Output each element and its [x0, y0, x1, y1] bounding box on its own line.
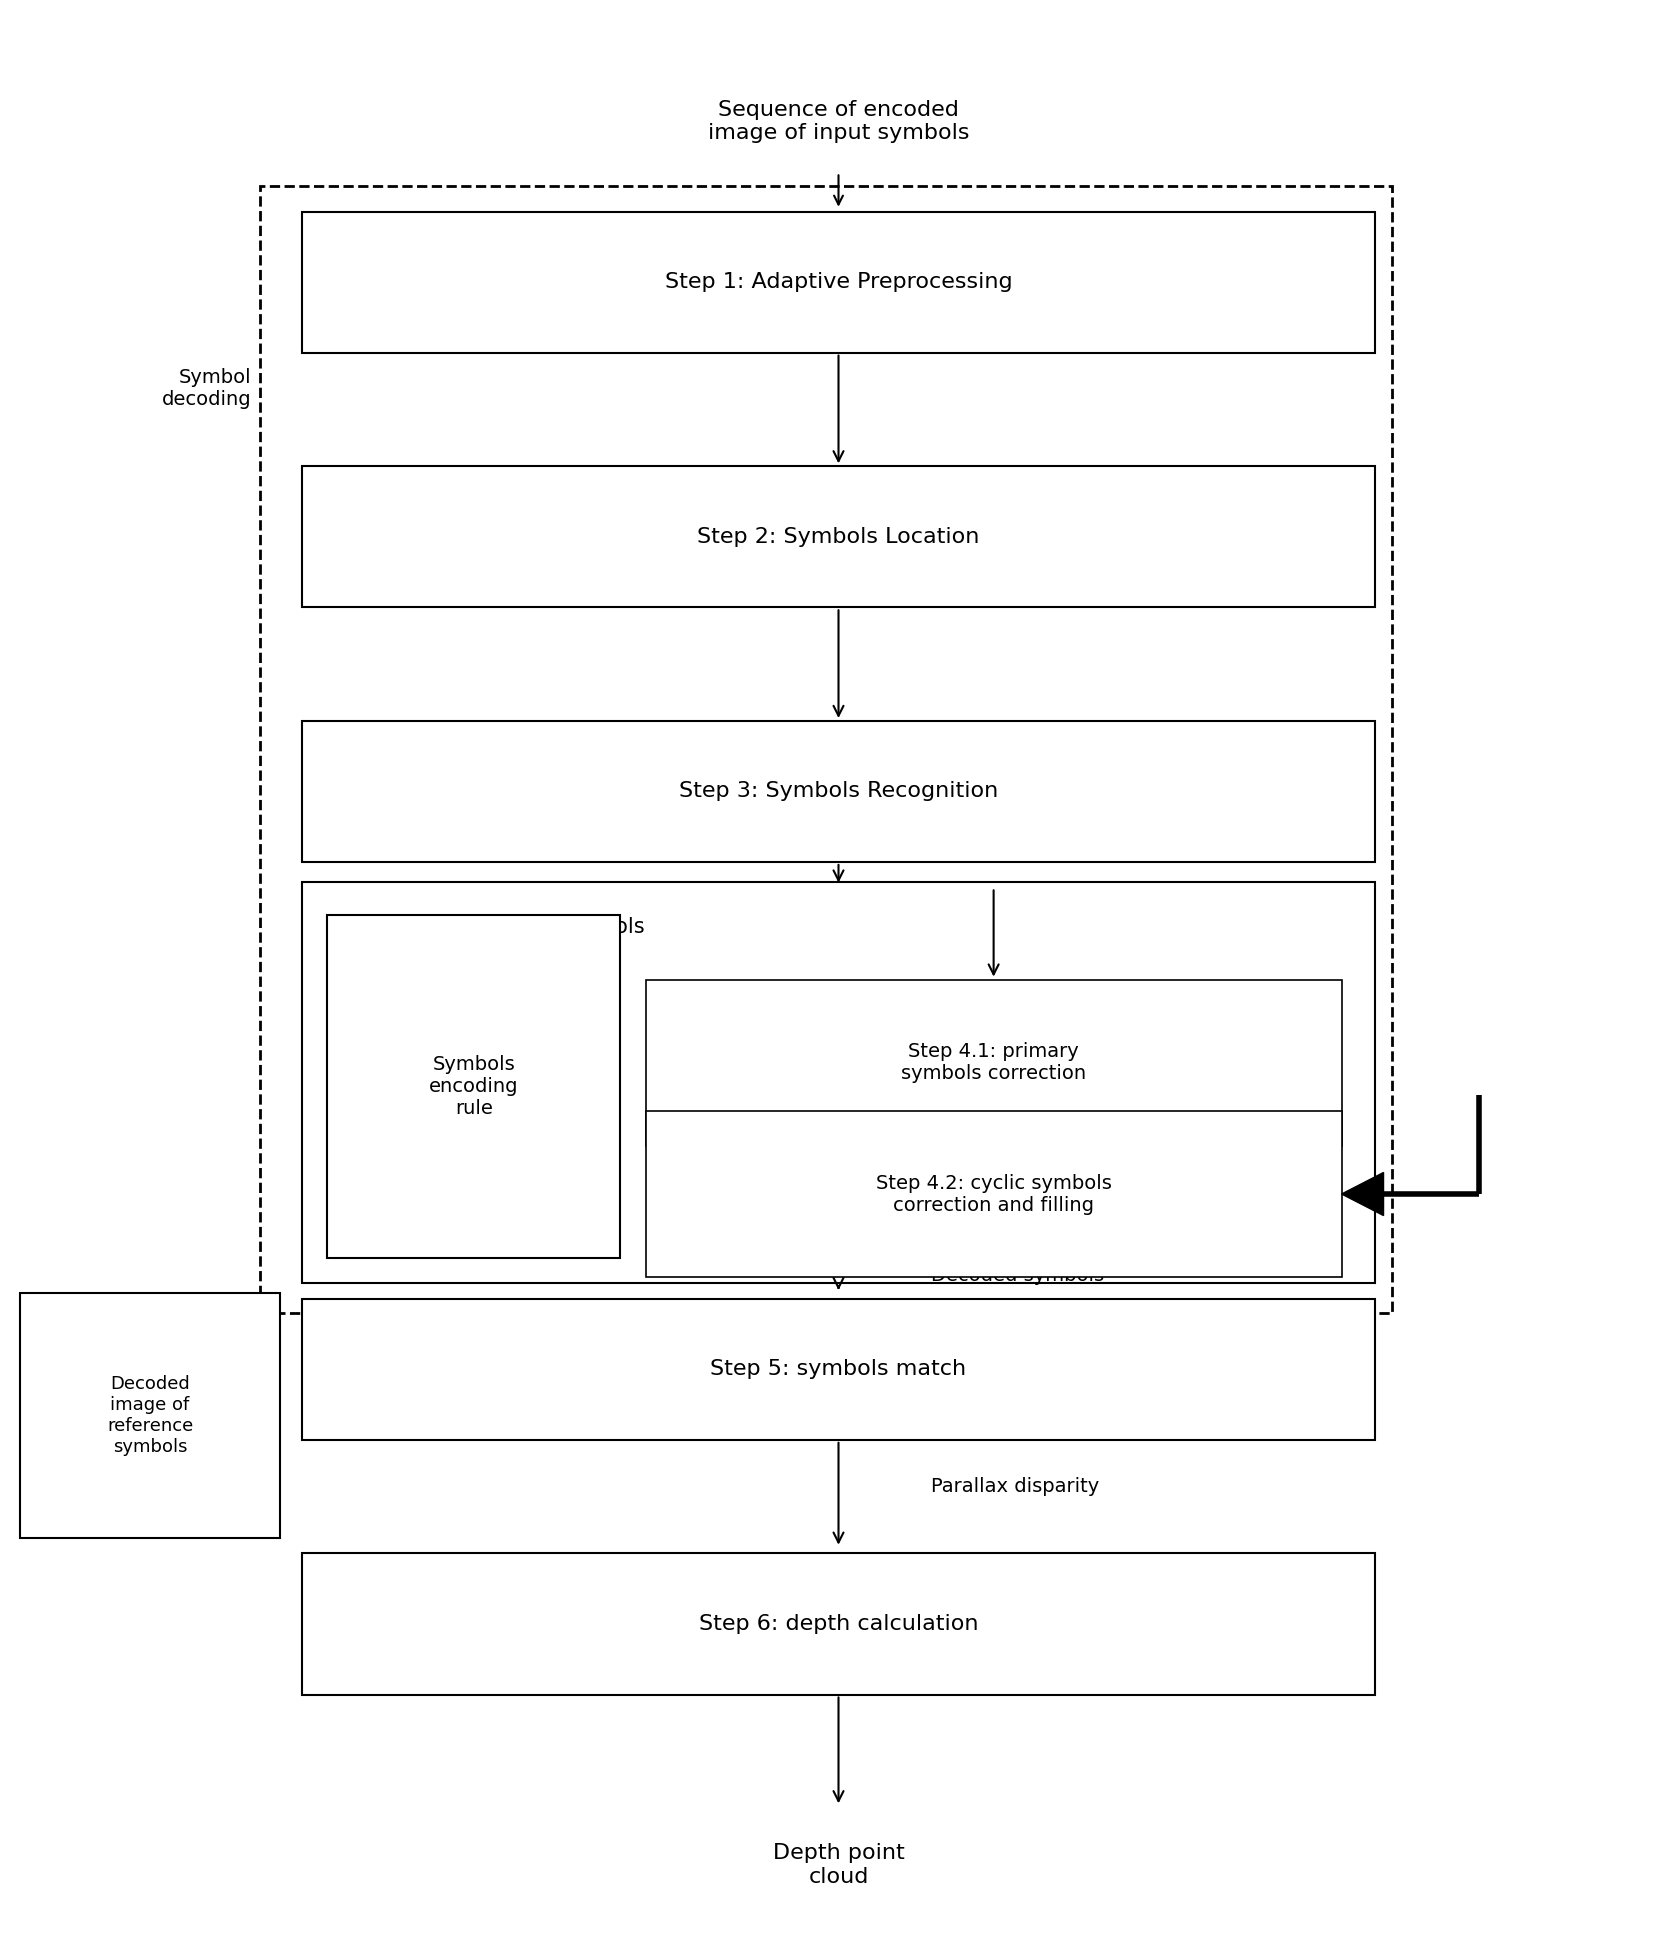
FancyBboxPatch shape	[646, 1111, 1342, 1277]
FancyBboxPatch shape	[646, 980, 1342, 1146]
FancyBboxPatch shape	[302, 1553, 1375, 1695]
FancyBboxPatch shape	[302, 721, 1375, 862]
FancyBboxPatch shape	[302, 212, 1375, 353]
Text: Decoded symbols: Decoded symbols	[931, 1266, 1103, 1285]
Text: Step 4.1: primary
symbols correction: Step 4.1: primary symbols correction	[901, 1042, 1087, 1083]
Text: Step 1: Adaptive Preprocessing: Step 1: Adaptive Preprocessing	[664, 272, 1013, 292]
Text: Sequence of encoded
image of input symbols: Sequence of encoded image of input symbo…	[708, 100, 969, 143]
Text: Step 2: Symbols Location: Step 2: Symbols Location	[698, 527, 979, 547]
Text: Parallax disparity: Parallax disparity	[931, 1477, 1098, 1497]
Polygon shape	[1342, 1171, 1384, 1215]
Text: Step 4.2: cyclic symbols
correction and filling: Step 4.2: cyclic symbols correction and …	[875, 1173, 1112, 1215]
Text: Step 5: symbols match: Step 5: symbols match	[711, 1360, 966, 1379]
Text: Symbols
encoding
rule: Symbols encoding rule	[429, 1054, 518, 1119]
Text: Step 3: Symbols Recognition: Step 3: Symbols Recognition	[679, 782, 998, 801]
Text: Decoded
image of
reference
symbols: Decoded image of reference symbols	[107, 1375, 193, 1456]
FancyBboxPatch shape	[327, 915, 620, 1258]
FancyBboxPatch shape	[302, 466, 1375, 607]
Text: Step 6: depth calculation: Step 6: depth calculation	[699, 1614, 978, 1634]
FancyBboxPatch shape	[302, 882, 1375, 1283]
Text: Depth point
cloud: Depth point cloud	[773, 1843, 904, 1887]
FancyBboxPatch shape	[302, 1299, 1375, 1440]
Text: Symbol
decoding: Symbol decoding	[163, 368, 252, 409]
Text: Step 4: Symbols
correction: Step 4: Symbols correction	[475, 917, 644, 960]
FancyBboxPatch shape	[20, 1293, 280, 1538]
